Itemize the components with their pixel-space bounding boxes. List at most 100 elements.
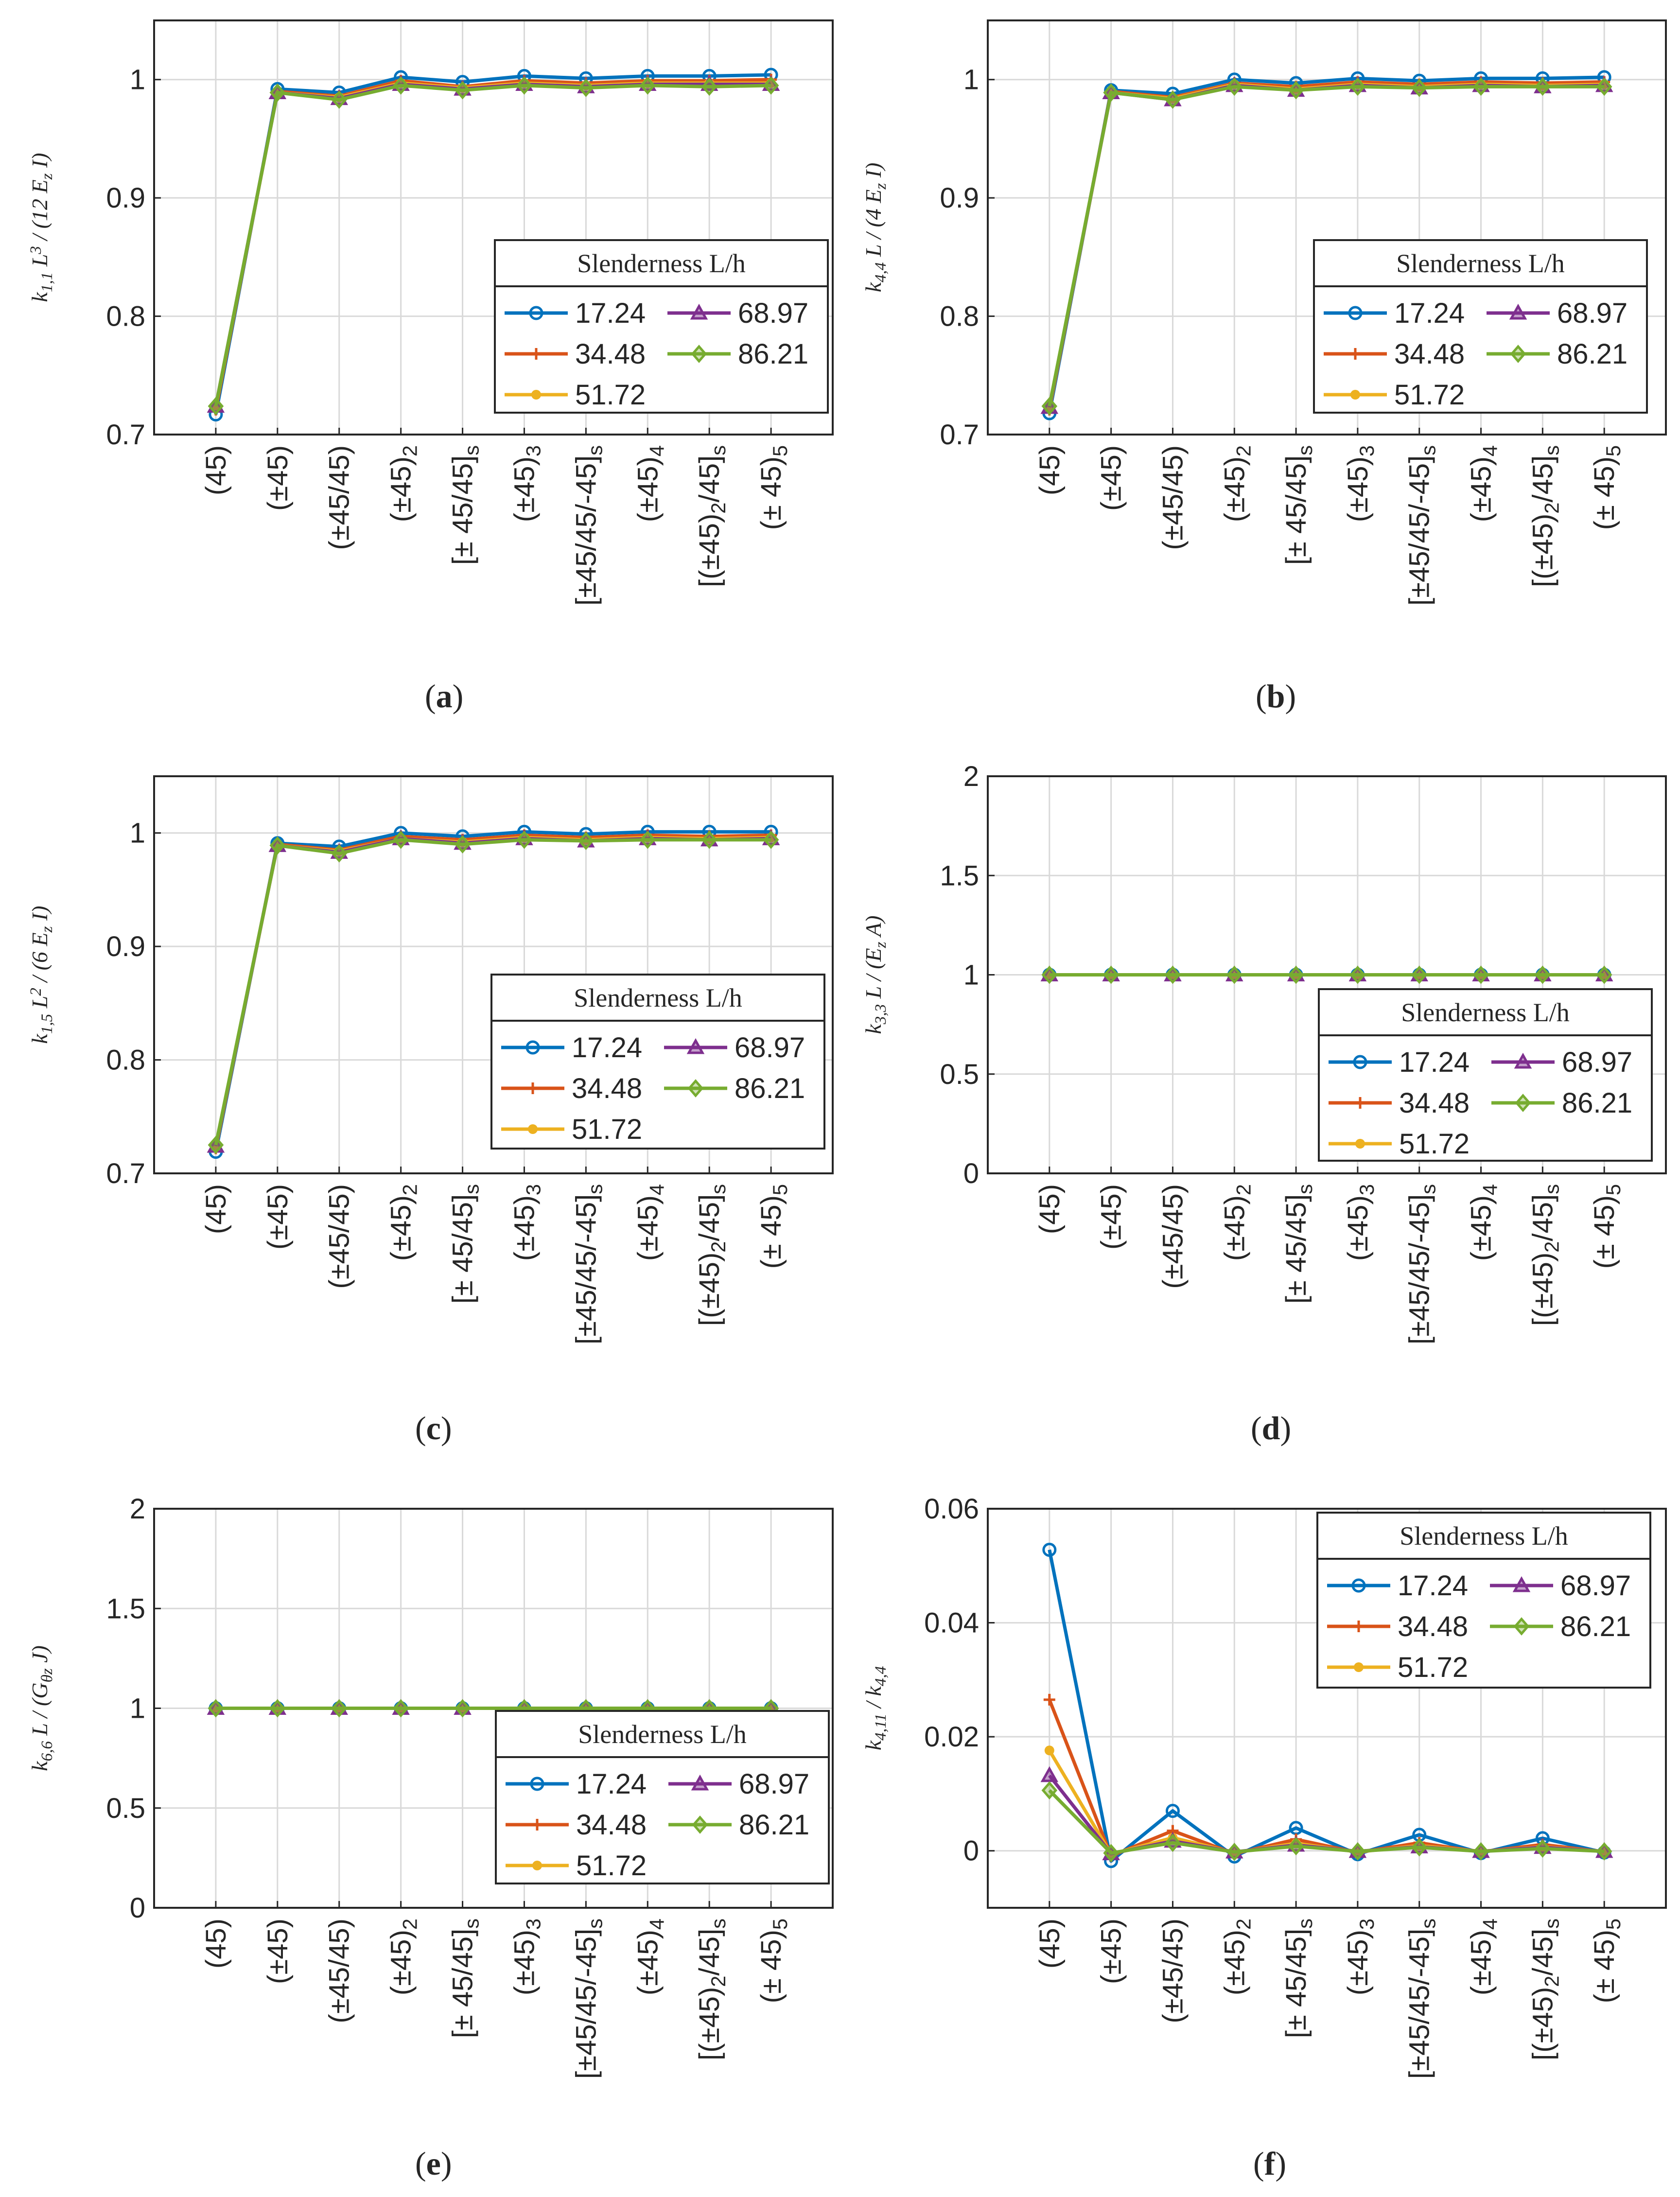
data-point — [763, 76, 779, 95]
legend-label: 68.97 — [735, 1032, 805, 1064]
marker-plus — [530, 348, 542, 360]
x-tick-label: (±45/45) — [324, 1918, 355, 2023]
data-point — [1349, 348, 1361, 360]
marker-diamond — [393, 1699, 409, 1718]
data-point — [701, 77, 718, 96]
axes-frame — [153, 19, 834, 436]
axes-frame — [987, 19, 1667, 436]
marker-diamond — [639, 76, 656, 95]
legend-label: 34.48 — [1399, 1087, 1470, 1119]
legend-item: 51.72 — [1324, 379, 1465, 411]
data-point — [1288, 81, 1304, 100]
data-point — [1514, 1052, 1532, 1069]
x-tick-label: [(±45)2​/45]s​ — [1527, 445, 1563, 587]
marker-dot — [1350, 390, 1360, 400]
data-point — [1288, 1837, 1304, 1856]
series-line — [1048, 75, 1605, 414]
legend-label: 34.48 — [572, 1073, 642, 1104]
y-tick-label: 0.9 — [106, 182, 145, 214]
chart-panel-c: 0.7 0.8 0.9 1 (45) (±45) (±45/45) (±45)2​ [± 45/… — [27, 775, 834, 1344]
marker-triangle — [1509, 303, 1527, 320]
x-tick-label: [(±45)2​/45]s​ — [694, 1184, 730, 1326]
legend-item: 68.97 — [1487, 297, 1628, 329]
x-tick-label: (±45/45) — [324, 445, 355, 550]
legend-title: Slenderness L/h — [1400, 1521, 1568, 1551]
marker-circle — [1351, 1578, 1366, 1593]
y-axis-label: k6,6​ L / (Gθz​ J) — [27, 1645, 56, 1771]
y-tick-label: 0.7 — [940, 419, 979, 451]
legend-item: 51.72 — [505, 379, 646, 411]
marker-triangle — [686, 1038, 705, 1054]
legend-label: 17.24 — [1394, 297, 1465, 329]
data-point — [528, 1124, 538, 1134]
legend-item: 34.48 — [1324, 338, 1465, 370]
marker-diamond — [1226, 965, 1242, 984]
series-line — [214, 84, 771, 407]
x-tick-label: [±45/45/-45]s​ — [570, 445, 606, 606]
data-point — [269, 836, 286, 855]
marker-diamond — [701, 830, 718, 849]
y-tick-label: 2 — [130, 1493, 145, 1525]
marker-triangle — [691, 1774, 709, 1791]
legend-item: 34.48 — [505, 338, 646, 370]
legend-item: 34.48 — [1327, 1611, 1468, 1642]
data-point — [455, 1699, 471, 1718]
x-tick-label: [(±45)2​/45]s​ — [1527, 1918, 1563, 2060]
x-tick-label: [± 45/45]s​ — [447, 1184, 483, 1304]
legend-box — [490, 974, 825, 1150]
data-point — [1473, 77, 1489, 96]
y-tick-label: 0.06 — [924, 1493, 979, 1525]
legend-item: 86.21 — [667, 338, 808, 370]
marker-circle — [1165, 1804, 1180, 1818]
legend: Slenderness L/h 17.24 34.48 51.72 68.97 86.21 — [1316, 1512, 1651, 1689]
data-point — [639, 830, 656, 849]
y-axis-label: k3,3​ L / (Ez​ A) — [861, 915, 890, 1034]
marker-diamond — [331, 90, 348, 109]
marker-diamond — [331, 1699, 348, 1718]
legend-title: Slenderness L/h — [1401, 998, 1569, 1027]
panel-caption: (b) — [1256, 678, 1296, 715]
data-point — [1349, 1842, 1366, 1861]
legend-label: 51.72 — [1399, 1128, 1470, 1160]
panel-caption: (c) — [415, 1410, 452, 1447]
series-86.21 — [1041, 1781, 1612, 1863]
data-point — [269, 1699, 286, 1718]
legend: Slenderness L/h 17.24 34.48 51.72 68.97 86.21 — [1313, 239, 1648, 414]
legend: Slenderness L/h 17.24 34.48 51.72 68.97 86.21 — [1318, 988, 1653, 1162]
marker-diamond — [393, 76, 409, 95]
y-axis-label: k1,5​ L2​ / (6 Ez​ I) — [27, 906, 56, 1044]
marker-circle — [1348, 306, 1363, 320]
x-tick-label: (45) — [1034, 445, 1066, 495]
panel-caption: (f) — [1253, 2145, 1286, 2182]
x-tick-label: (±45)3​ — [1342, 1184, 1378, 1261]
legend: Slenderness L/h 17.24 34.48 51.72 68.97 86.21 — [490, 974, 825, 1150]
legend-label: 34.48 — [576, 1809, 647, 1841]
panel-caption: (e) — [415, 2145, 452, 2182]
data-point — [1165, 1804, 1180, 1818]
marker-diamond — [1473, 965, 1489, 984]
series-86.21 — [208, 1699, 779, 1718]
y-tick-label: 0.02 — [924, 1721, 979, 1753]
legend-label: 86.21 — [735, 1073, 805, 1104]
series-line — [214, 838, 771, 1146]
data-point — [1353, 1621, 1365, 1632]
x-tick-label: (±45)4​ — [1466, 445, 1502, 522]
data-point — [532, 1861, 542, 1870]
marker-diamond — [1411, 1838, 1428, 1857]
marker-diamond — [1288, 1837, 1304, 1856]
x-tick-label: [±45/45/-45]s​ — [1404, 445, 1440, 606]
legend-label: 86.21 — [738, 338, 808, 370]
legend-item: 68.97 — [667, 297, 808, 329]
marker-dot — [528, 1124, 538, 1134]
x-tick-label: (±45/45) — [1157, 445, 1189, 550]
legend-label: 34.48 — [1398, 1611, 1468, 1642]
data-point — [530, 348, 542, 360]
y-tick-label: 0.5 — [940, 1059, 979, 1090]
x-tick-label: (± 45)5​ — [1589, 1918, 1625, 2003]
legend: Slenderness L/h 17.24 34.48 51.72 68.97 86.21 — [494, 239, 829, 414]
marker-diamond — [1349, 1842, 1366, 1861]
marker-diamond — [763, 830, 779, 849]
legend-label: 51.72 — [576, 1850, 647, 1882]
data-point — [393, 830, 409, 849]
legend-item: 17.24 — [1329, 1046, 1470, 1078]
